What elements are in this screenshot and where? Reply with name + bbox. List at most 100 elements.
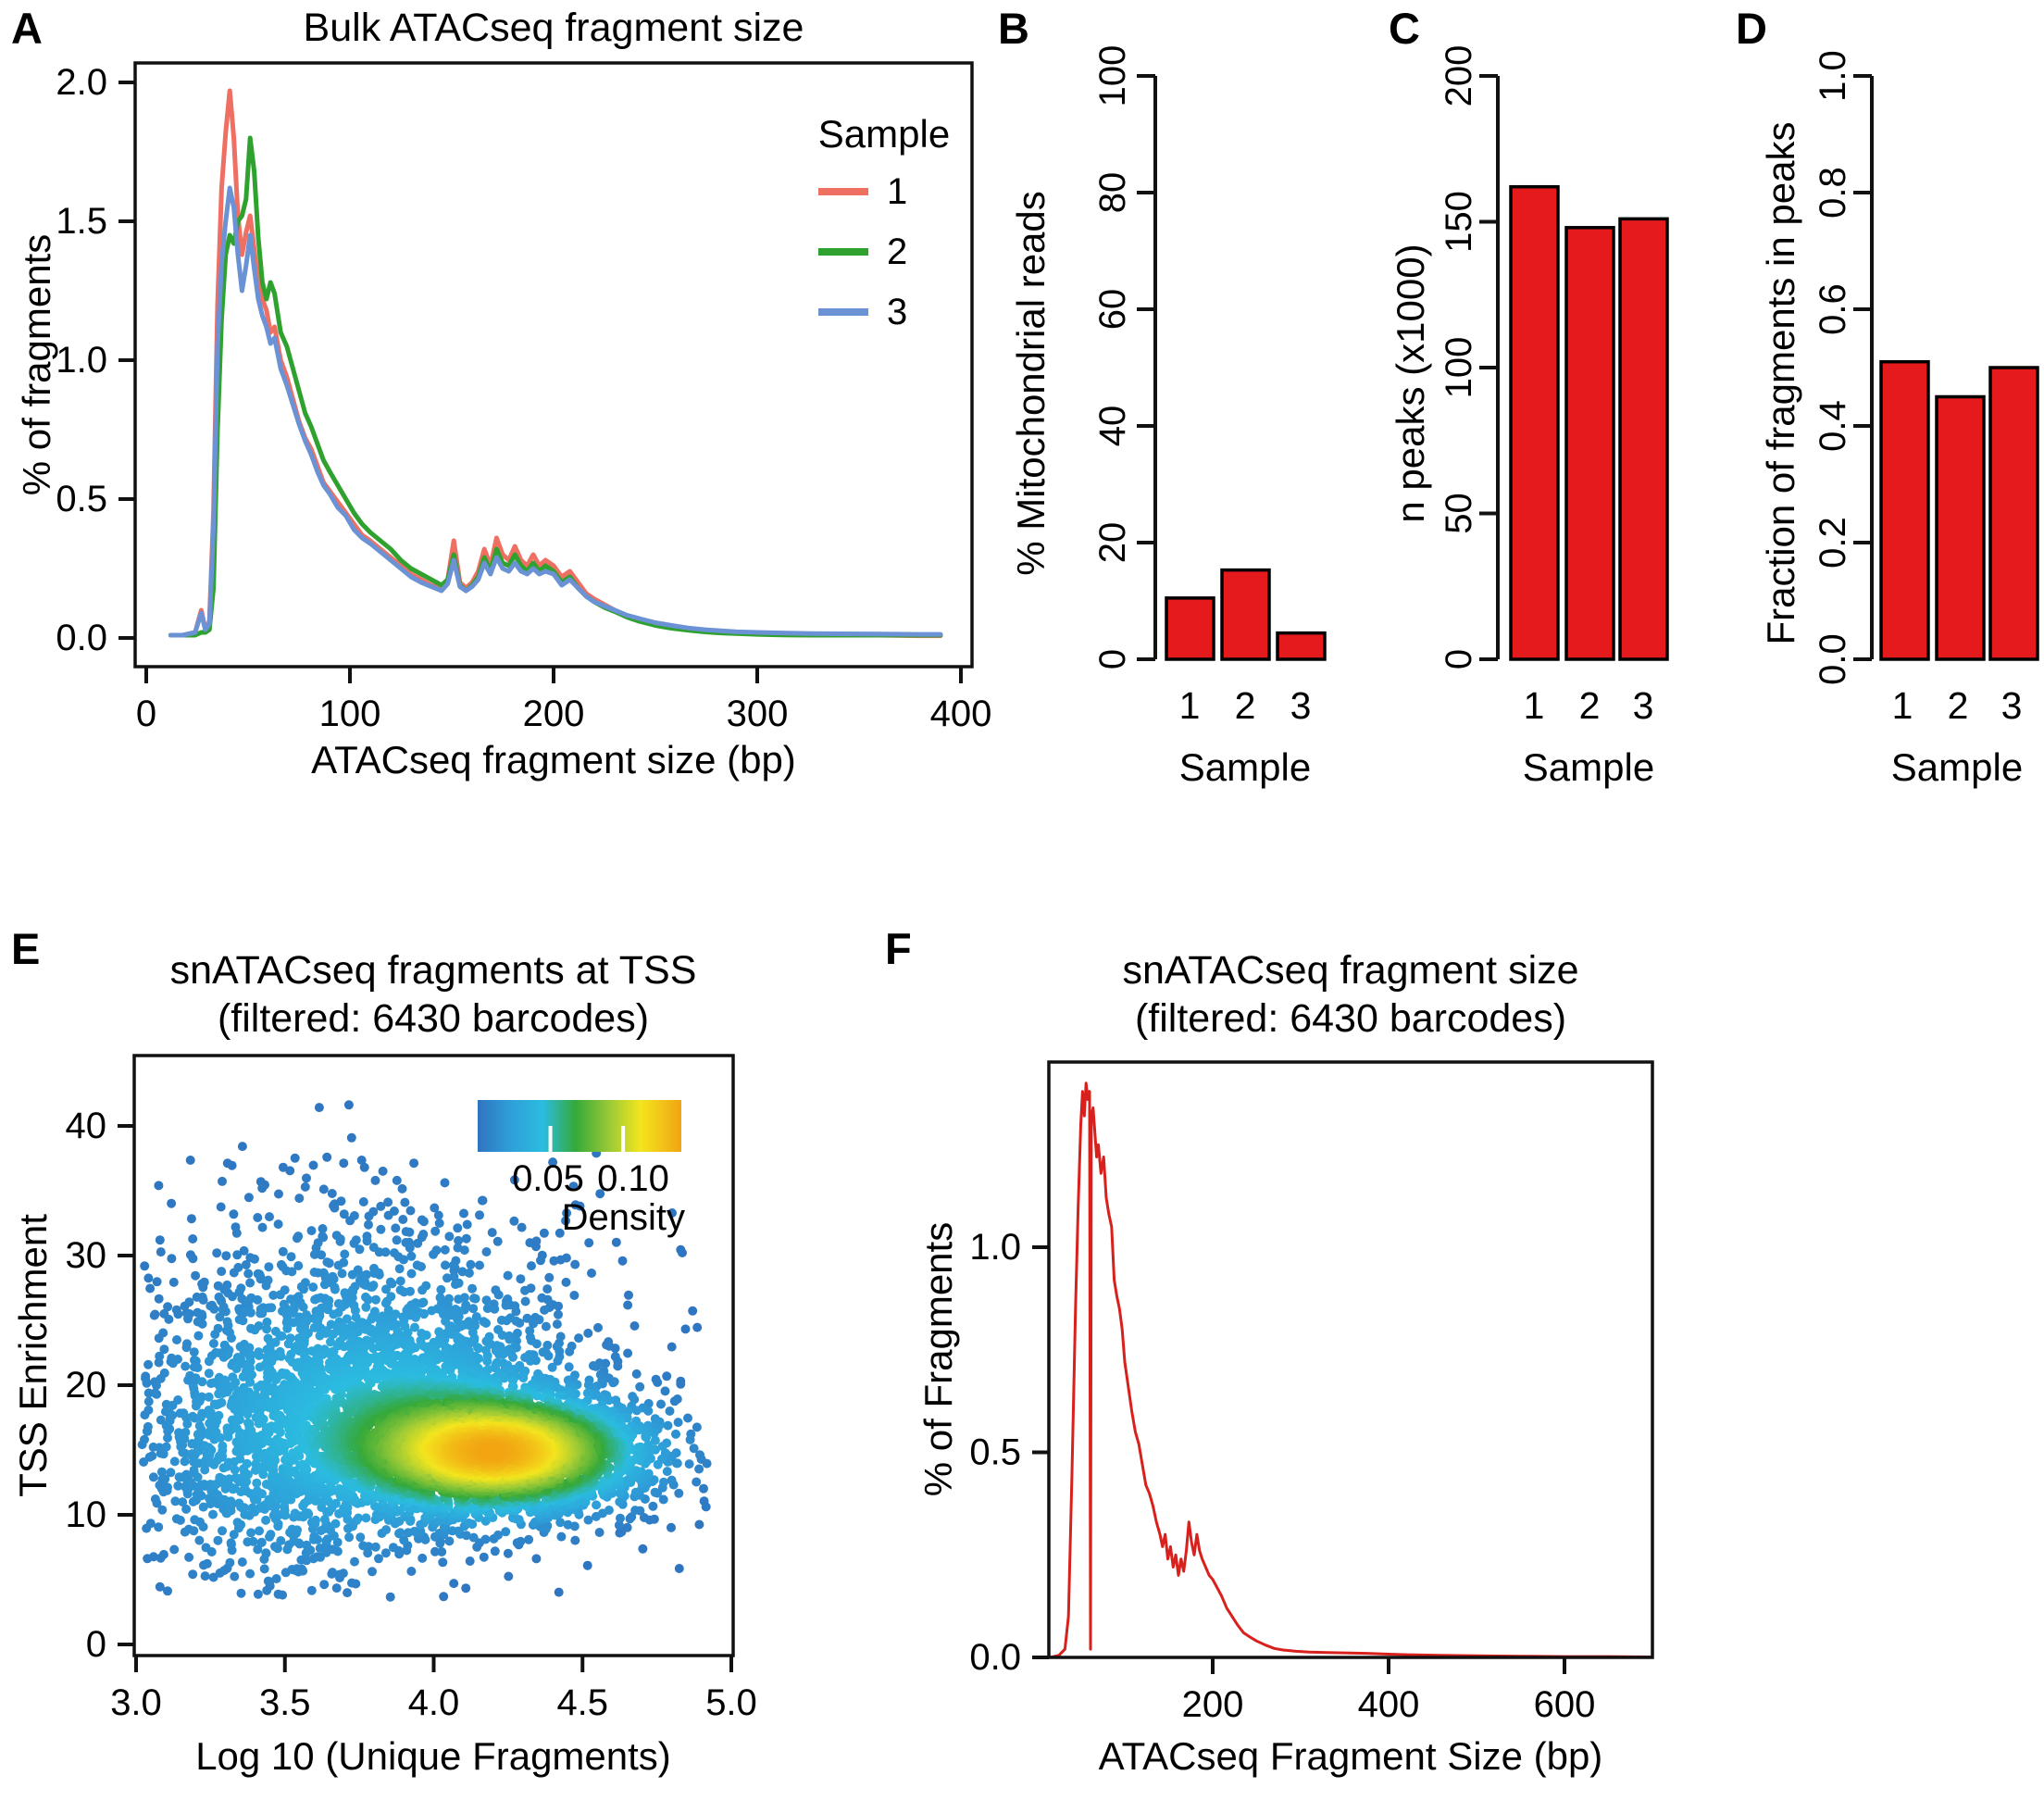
tick-label: 20 — [66, 1365, 107, 1406]
panel-a-x-axis-label: ATACseq fragment size (bp) — [311, 738, 796, 781]
tick-label: 40 — [66, 1106, 107, 1146]
panel-d-x-axis-label: Sample — [1890, 745, 2024, 789]
tick-label: 100 — [319, 694, 381, 734]
density-colorbar-tick-label-2: 0.10 — [597, 1158, 669, 1199]
panel-b-category-3: 3 — [1290, 684, 1312, 727]
tick-label: 10 — [66, 1494, 107, 1535]
tick-label: 0 — [86, 1624, 106, 1665]
tick-label: 30 — [66, 1235, 107, 1276]
tick-label: 50 — [1439, 493, 1479, 534]
panel-e-letter: E — [11, 924, 41, 973]
tick-label: 1.5 — [56, 201, 107, 242]
panel-c-category-3: 3 — [1632, 684, 1654, 727]
panel-a-title: Bulk ATACseq fragment size — [303, 6, 804, 50]
panel-a-letter: A — [11, 4, 43, 53]
panel-f-plot-border — [1047, 1060, 1654, 1659]
panel-c-bar-1 — [1509, 184, 1560, 661]
panel-b-bar-2 — [1220, 568, 1271, 661]
panel-d-bar-3 — [1988, 366, 2039, 661]
tick-label: 200 — [1439, 45, 1479, 107]
scatter-points — [137, 1100, 712, 1602]
panel-f-title-line2: (filtered: 6430 barcodes) — [1134, 996, 1567, 1041]
panel-f: 200 400 600 0.0 0.5 1.0 — [969, 1060, 1654, 1725]
panel-e-y-axis-label: TSS Enrichment — [11, 1214, 55, 1497]
panel-a-series-1 — [168, 88, 943, 639]
density-colorbar — [478, 1100, 681, 1152]
density-colorbar-tick-label-1: 0.05 — [512, 1158, 584, 1199]
panel-d-category-2: 2 — [1947, 684, 1969, 727]
panel-b-category-2: 2 — [1234, 684, 1256, 727]
tick-label: 600 — [1534, 1684, 1596, 1725]
tick-label: 4.5 — [556, 1682, 608, 1723]
panel-c-bar-3 — [1618, 217, 1669, 661]
panel-d-y-axis-label: Fraction of fragments in peaks — [1759, 121, 1802, 645]
tick-label: 80 — [1092, 172, 1133, 214]
panel-f-x-axis-label: ATACseq Fragment Size (bp) — [1098, 1734, 1603, 1778]
panel-a-legend-label-1: 1 — [887, 171, 908, 212]
panel-f-y-axis-label: % of Fragments — [916, 1221, 960, 1497]
tick-label: 4.0 — [408, 1682, 460, 1723]
panel-f-letter: F — [885, 924, 912, 973]
panel-d: 0.0 0.2 0.4 0.6 0.8 1.0 — [1813, 50, 2039, 685]
panel-b-bar-3 — [1276, 631, 1327, 661]
tick-label: 3.0 — [110, 1682, 162, 1723]
panel-d-category-3: 3 — [2000, 684, 2023, 727]
tick-label: 0 — [1439, 649, 1479, 669]
tick-label: 0.2 — [1813, 517, 1853, 569]
panel-b: 0 20 40 60 80 100 — [1092, 45, 1327, 669]
panel-b-x-axis-label: Sample — [1178, 745, 1312, 789]
tick-label: 1.0 — [969, 1227, 1021, 1268]
tick-label: 0.5 — [969, 1432, 1021, 1473]
tick-label: 300 — [727, 694, 789, 734]
tick-label: 400 — [1358, 1684, 1420, 1725]
panel-a-legend-title: Sample — [817, 112, 951, 156]
tick-label: 0.8 — [1813, 167, 1853, 219]
panel-e-title-line2: (filtered: 6430 barcodes) — [217, 996, 650, 1041]
panel-e-x-axis-label: Log 10 (Unique Fragments) — [195, 1734, 671, 1778]
tick-label: 400 — [930, 694, 992, 734]
panel-c-x-axis-label: Sample — [1522, 745, 1655, 789]
panel-a-y-axis-label: % of fragments — [15, 233, 58, 496]
tick-label: 100 — [1092, 45, 1133, 107]
panel-c-y-axis-label: n peaks (x1000) — [1389, 244, 1432, 523]
tick-label: 40 — [1092, 406, 1133, 447]
tick-label: 20 — [1092, 522, 1133, 564]
panel-c-category-1: 1 — [1523, 684, 1545, 727]
panel-d-bar-1 — [1879, 359, 1930, 661]
panel-e-title-line1: snATACseq fragments at TSS — [169, 948, 697, 993]
tick-label: 1.0 — [56, 340, 107, 381]
tick-label: 100 — [1439, 337, 1479, 399]
panel-b-letter: B — [998, 4, 1029, 53]
tick-label: 150 — [1439, 191, 1479, 253]
panel-a: 0 100 200 300 400 0.0 0.5 1.0 1.5 2.0 — [56, 61, 992, 734]
tick-label: 200 — [523, 694, 585, 734]
tick-label: 0.0 — [56, 618, 107, 658]
panel-f-curve — [1049, 1081, 1653, 1659]
tick-label: 60 — [1092, 289, 1133, 331]
tick-label: 5.0 — [705, 1682, 757, 1723]
tick-label: 1.0 — [1813, 50, 1853, 102]
density-colorbar-title: Density — [561, 1197, 685, 1238]
tick-label: 0 — [1092, 649, 1133, 669]
tick-label: 0 — [136, 694, 156, 734]
tick-label: 0.0 — [1813, 633, 1853, 685]
tick-label: 0.6 — [1813, 283, 1853, 335]
panel-c-bar-2 — [1564, 226, 1615, 661]
tick-label: 3.5 — [259, 1682, 311, 1723]
tick-label: 0.0 — [969, 1637, 1021, 1678]
panel-d-category-1: 1 — [1891, 684, 1913, 727]
panel-c: 0 50 100 150 200 — [1439, 45, 1669, 669]
tick-label: 0.4 — [1813, 400, 1853, 452]
panel-a-legend-label-2: 2 — [887, 231, 908, 272]
panel-a-plot-border — [133, 61, 974, 669]
panel-a-series-3 — [168, 185, 943, 638]
panel-a-legend-label-3: 3 — [887, 292, 908, 332]
panel-f-title-line1: snATACseq fragment size — [1122, 948, 1579, 993]
panel-c-category-2: 2 — [1578, 684, 1601, 727]
tick-label: 2.0 — [56, 62, 107, 103]
tick-label: 0.5 — [56, 479, 107, 519]
panel-d-bar-2 — [1935, 394, 1986, 661]
panel-d-letter: D — [1736, 4, 1767, 53]
